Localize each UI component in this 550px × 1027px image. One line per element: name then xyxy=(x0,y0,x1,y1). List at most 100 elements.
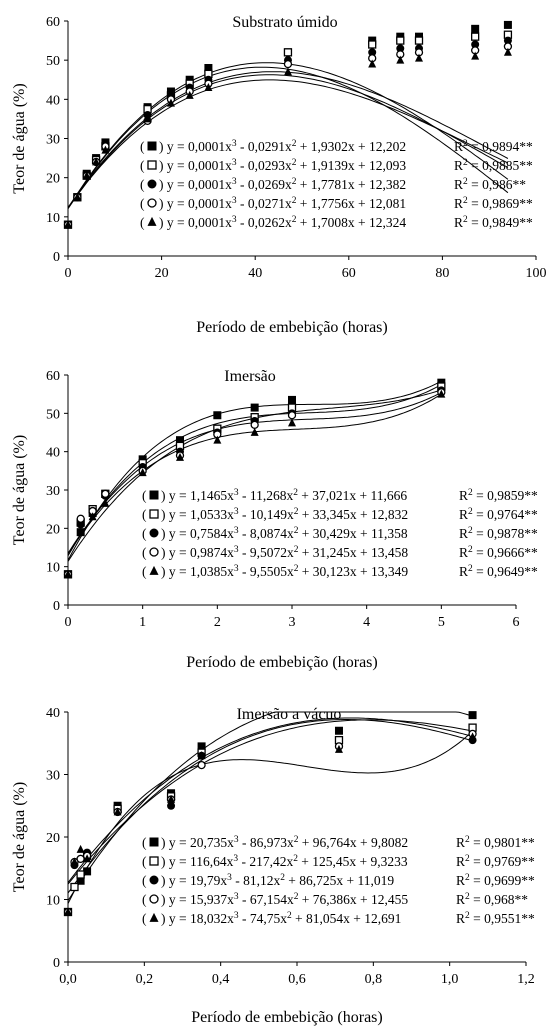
data-point-filled-square xyxy=(471,24,480,33)
legend-paren-open: ( xyxy=(140,139,145,154)
data-point-filled-triangle xyxy=(167,794,176,803)
legend-marker-open-circle xyxy=(147,198,157,208)
legend-equation: ) y = 0,0001x3 - 0,0293x2 + 1,9139x + 12… xyxy=(159,158,406,173)
legend-paren-open: ( xyxy=(142,526,147,541)
legend-marker-open-circle xyxy=(149,547,159,557)
data-point-filled-triangle xyxy=(283,67,292,76)
x-tick-label: 2 xyxy=(214,615,221,630)
y-axis-label: Teor de água (%) xyxy=(11,83,28,193)
fit-curve-filled-square xyxy=(67,711,473,901)
data-point-filled-circle xyxy=(471,40,480,49)
legend-r2: R2 = 0,9699** xyxy=(456,873,535,888)
data-point-filled-triangle xyxy=(138,468,147,477)
y-axis-label: Teor de água (%) xyxy=(11,782,28,892)
legend-marker-open-square xyxy=(149,509,159,519)
legend-marker-open-circle xyxy=(149,894,159,904)
data-point-filled-square xyxy=(83,867,92,876)
chart-panel-1: 0 10 20 30 40 50 60 0 20 40 60 80 100 Substrato úmido… xyxy=(11,14,547,336)
legend-paren-open: ( xyxy=(142,854,147,869)
data-point-filled-triangle xyxy=(76,844,85,853)
data-point-filled-triangle xyxy=(437,389,446,398)
data-point-open-square xyxy=(283,48,293,57)
y-tick-label: 10 xyxy=(46,894,60,909)
x-tick-label: 40 xyxy=(248,266,262,281)
legend-r2: R2 = 0,9894** xyxy=(454,139,533,154)
data-point-filled-square xyxy=(213,411,222,420)
legend-paren-open: ( xyxy=(142,835,147,850)
legend-r2: R2 = 0,9666** xyxy=(459,545,538,560)
legend-r2: R2 = 0,9869** xyxy=(454,196,533,211)
y-tick-label: 10 xyxy=(46,211,60,226)
data-point-filled-circle xyxy=(76,520,85,529)
x-axis-label: Período de embebição (horas) xyxy=(191,1009,382,1026)
data-point-filled-circle xyxy=(368,48,377,57)
legend-marker-filled-triangle xyxy=(149,912,159,922)
data-point-filled-triangle xyxy=(334,744,343,753)
data-point-filled-triangle xyxy=(468,732,477,741)
legend-equation: ) y = 0,0001x3 - 0,0262x2 + 1,7008x + 12… xyxy=(159,215,406,230)
data-point-filled-triangle xyxy=(76,527,85,536)
data-point-filled-triangle xyxy=(64,907,72,916)
data-point-filled-square xyxy=(468,711,477,720)
data-point-filled-triangle xyxy=(70,857,79,866)
data-point-open-square xyxy=(368,40,377,49)
y-tick-label: 40 xyxy=(46,93,60,108)
legend-equation: ) y = 1,1465x3 - 11,268x2 + 37,021x + 11… xyxy=(161,488,407,503)
chart-panel-2: 0 10 20 30 40 50 60 0 1 2 3 4 5 6 Imersão Período de em… xyxy=(11,368,538,671)
x-tick-label: 5 xyxy=(438,615,445,630)
data-point-filled-triangle xyxy=(83,854,92,863)
y-tick-label: 30 xyxy=(46,133,60,148)
x-tick-label: 80 xyxy=(435,266,449,281)
fit-curve-open-square xyxy=(67,730,473,904)
legend-marker-filled-circle xyxy=(149,875,159,885)
legend-r2: R2 = 0,9885** xyxy=(454,158,533,173)
legend-paren-open: ( xyxy=(142,488,147,503)
data-point-filled-triangle xyxy=(185,90,194,99)
legend-marker-filled-square xyxy=(149,837,159,847)
y-tick-label: 0 xyxy=(53,599,60,614)
data-point-open-circle xyxy=(250,420,259,429)
legend-equation: ) y = 0,9874x3 - 9,5072x2 + 31,245x + 13… xyxy=(161,545,408,560)
x-tick-label: 0 xyxy=(65,615,72,630)
data-point-filled-triangle xyxy=(143,114,152,123)
legend-equation: ) y = 18,032x3 - 74,75x2 + 81,054x + 12,… xyxy=(161,911,401,926)
legend-paren-open: ( xyxy=(140,196,145,211)
legend-marker-filled-circle xyxy=(149,528,159,538)
legend-paren-open: ( xyxy=(142,892,147,907)
data-point-filled-triangle xyxy=(88,512,97,521)
data-point-filled-circle xyxy=(167,801,176,810)
legend-equation: ) y = 0,0001x3 - 0,0269x2 + 1,7781x + 12… xyxy=(159,177,406,192)
legend-equation: ) y = 0,0001x3 - 0,0271x2 + 1,7756x + 12… xyxy=(159,196,406,211)
y-tick-label: 50 xyxy=(46,407,60,422)
legend-r2: R2 = 0,9849** xyxy=(454,215,533,230)
data-point-open-square xyxy=(70,882,79,892)
y-tick-label: 60 xyxy=(46,15,60,30)
legend-r2: R2 = 0,9551** xyxy=(456,911,535,926)
y-tick-label: 0 xyxy=(53,956,60,971)
legend-equation: ) y = 15,937x3 - 67,154x2 + 76,386x + 12… xyxy=(161,892,408,907)
data-point-filled-triangle xyxy=(250,427,259,436)
data-point-filled-triangle xyxy=(113,807,122,816)
data-point-open-square xyxy=(471,32,480,41)
data-point-open-circle xyxy=(76,514,85,523)
data-point-filled-square xyxy=(250,403,259,412)
data-point-filled-square xyxy=(288,395,296,404)
x-tick-label: 4 xyxy=(363,615,370,630)
legend-equation: ) y = 0,7584x3 - 8,0874x2 + 30,429x + 11… xyxy=(161,526,408,541)
x-tick-label: 100 xyxy=(526,266,547,281)
data-point-open-circle xyxy=(101,489,110,498)
legend-r2: R2 = 0,986** xyxy=(454,177,526,192)
x-tick-label: 1,2 xyxy=(517,972,535,987)
x-tick-label: 0,8 xyxy=(365,972,383,987)
x-tick-label: 0,2 xyxy=(136,972,154,987)
x-tick-label: 1,0 xyxy=(441,972,459,987)
data-point-open-square xyxy=(76,870,85,879)
y-tick-label: 0 xyxy=(53,250,60,265)
y-tick-label: 10 xyxy=(46,561,60,576)
legend-paren-open: ( xyxy=(142,564,147,579)
legend-r2: R2 = 0,9769** xyxy=(456,854,535,869)
legend-marker-filled-circle xyxy=(147,179,157,189)
data-point-filled-square xyxy=(204,64,213,72)
legend-paren-open: ( xyxy=(140,158,145,173)
